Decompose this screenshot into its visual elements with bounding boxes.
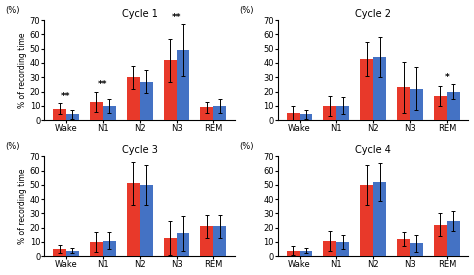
Bar bbox=[140, 82, 153, 120]
Bar bbox=[140, 185, 153, 256]
Title: Cycle 4: Cycle 4 bbox=[356, 145, 391, 155]
Bar bbox=[434, 96, 447, 120]
Bar bbox=[213, 106, 226, 120]
Bar bbox=[103, 241, 116, 256]
Y-axis label: % of recording time: % of recording time bbox=[18, 32, 27, 108]
Bar bbox=[213, 226, 226, 256]
Bar bbox=[201, 226, 213, 256]
Text: (%): (%) bbox=[239, 6, 254, 15]
Bar bbox=[373, 57, 386, 120]
Bar bbox=[410, 89, 423, 120]
Text: **: ** bbox=[61, 92, 71, 101]
Bar bbox=[127, 183, 140, 256]
Title: Cycle 3: Cycle 3 bbox=[122, 145, 158, 155]
Text: (%): (%) bbox=[239, 142, 254, 151]
Bar bbox=[201, 107, 213, 120]
Bar bbox=[127, 77, 140, 120]
Bar bbox=[164, 238, 176, 256]
Text: **: ** bbox=[172, 13, 181, 22]
Bar bbox=[434, 225, 447, 256]
Bar bbox=[66, 251, 79, 256]
Bar bbox=[323, 241, 337, 256]
Bar bbox=[90, 101, 103, 120]
Bar bbox=[287, 251, 300, 256]
Bar bbox=[300, 114, 312, 120]
Bar bbox=[176, 50, 190, 120]
Bar bbox=[447, 92, 460, 120]
Text: (%): (%) bbox=[6, 6, 20, 15]
Text: (%): (%) bbox=[6, 142, 20, 151]
Bar bbox=[176, 233, 190, 256]
Bar bbox=[397, 239, 410, 256]
Title: Cycle 2: Cycle 2 bbox=[355, 9, 391, 19]
Bar bbox=[397, 87, 410, 120]
Bar bbox=[164, 60, 176, 120]
Bar bbox=[373, 182, 386, 256]
Bar bbox=[53, 249, 66, 256]
Bar bbox=[447, 221, 460, 256]
Y-axis label: % of recording time: % of recording time bbox=[18, 169, 27, 244]
Bar bbox=[337, 106, 349, 120]
Title: Cycle 1: Cycle 1 bbox=[122, 9, 158, 19]
Bar bbox=[287, 113, 300, 120]
Bar bbox=[300, 251, 312, 256]
Bar bbox=[360, 185, 373, 256]
Bar bbox=[360, 59, 373, 120]
Bar bbox=[66, 114, 79, 120]
Bar bbox=[90, 242, 103, 256]
Text: **: ** bbox=[98, 80, 108, 89]
Bar bbox=[53, 109, 66, 120]
Bar bbox=[103, 106, 116, 120]
Bar bbox=[337, 242, 349, 256]
Bar bbox=[410, 243, 423, 256]
Bar bbox=[323, 106, 337, 120]
Text: *: * bbox=[445, 73, 449, 82]
